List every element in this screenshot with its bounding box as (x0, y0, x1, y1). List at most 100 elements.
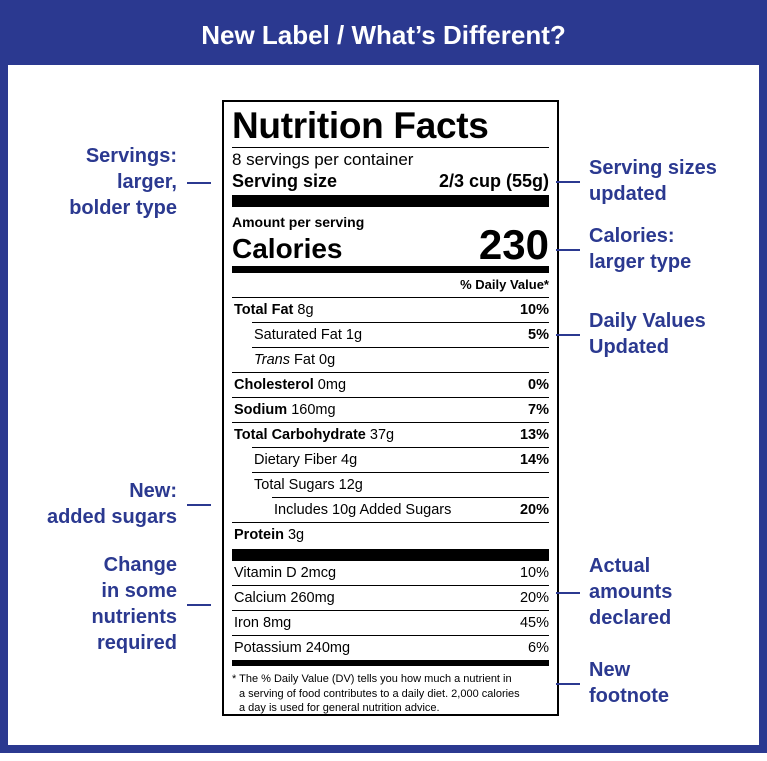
medium-bar (232, 660, 549, 666)
nutrient-name: Protein (234, 527, 284, 543)
footnote-line: a day is used for general nutrition advi… (239, 702, 440, 714)
annotation-line: amounts (589, 581, 673, 603)
nutrient-amount: 37g (369, 427, 395, 443)
label-title: Nutrition Facts (232, 105, 549, 148)
nutrient-prefix: Trans (254, 352, 290, 368)
nutrient-name-group: Total Sugars 12g (252, 473, 363, 497)
nutrient-row: Total Fat 8g 10% (232, 297, 549, 322)
annotation: Actual amounts declared (589, 553, 672, 631)
annotation-line: nutrients (91, 606, 177, 628)
annotation: Change in some nutrients required (91, 552, 177, 656)
annotation-line: larger type (589, 251, 692, 273)
vitamin-name: Potassium 240mg (234, 640, 351, 656)
annotation-line: Servings: (85, 145, 177, 167)
annotation: Calories: larger type (589, 223, 691, 275)
annotation-line: Daily Values (589, 310, 706, 332)
nutrient-dv: 5% (528, 327, 549, 343)
annotation-dash (556, 181, 580, 183)
nutrient-row: Cholesterol 0mg 0% (232, 372, 549, 397)
annotation-line: required (96, 632, 177, 654)
serving-size-row: Serving size 2/3 cup (55g) (232, 170, 549, 192)
annotation-line: New (589, 659, 631, 681)
nutrient-name-group: Dietary Fiber 4g (252, 448, 357, 472)
annotation: New footnote (589, 657, 669, 709)
vitamin-dv: 6% (528, 640, 549, 656)
nutrient-name-group: Sodium 160mg (232, 398, 336, 422)
annotation-dash (187, 504, 211, 506)
vitamin-row: Vitamin D 2mcg 10% (232, 561, 549, 585)
nutrient-name: Total Sugars 12g (254, 477, 363, 493)
calories-row: Calories 230 (232, 224, 549, 266)
annotation: New: added sugars (47, 478, 177, 530)
vitamin-row: Potassium 240mg 6% (232, 635, 549, 660)
nutrient-name: Sodium (234, 402, 288, 418)
annotation-line: footnote (589, 685, 669, 707)
vitamins: Vitamin D 2mcg 10% Calcium 260mg 20% Iron 8m… (232, 561, 549, 660)
nutrient-name-group: Cholesterol 0mg (232, 373, 346, 397)
annotation-line: bolder type (69, 197, 177, 219)
annotation-line: Calories: (589, 225, 675, 247)
nutrient-dv: 20% (519, 502, 549, 518)
annotation-line: declared (589, 607, 672, 629)
serving-size-label: Serving size (232, 171, 338, 191)
nutrient-name-group: Total Carbohydrate 37g (232, 423, 394, 447)
nutrient-name: Total Fat (234, 302, 294, 318)
nutrient-row: Protein 3g (232, 522, 549, 547)
annotation-line: updated (589, 183, 667, 205)
header-title: New Label / What’s Different? (0, 0, 767, 65)
nutrient-name: Fat 0g (294, 352, 336, 368)
nutrient-name-group: Protein 3g (232, 523, 304, 547)
nutrient-name: Total Carbohydrate (234, 427, 366, 443)
amount-per-serving: Amount per serving (232, 214, 365, 230)
nutrient-dv: 13% (519, 427, 549, 443)
thick-bar (232, 195, 549, 207)
vitamin-name: Vitamin D 2mcg (234, 565, 337, 581)
footnote-line: * The % Daily Value (DV) tells you how m… (232, 673, 512, 685)
medium-bar (232, 266, 549, 273)
nutrient-amount: 160mg (291, 402, 336, 418)
vitamin-row: Calcium 260mg 20% (232, 585, 549, 610)
annotation-line: Actual (589, 555, 651, 577)
nutrient-dv: 7% (528, 402, 549, 418)
annotation-dash (556, 683, 580, 685)
nutrient-name-group: Saturated Fat 1g (252, 323, 362, 347)
nutrient-row: Saturated Fat 1g 5% (252, 322, 549, 347)
nutrient-name: Saturated Fat 1g (254, 327, 363, 343)
annotation-line: added sugars (46, 506, 177, 528)
nutrient-name: Dietary Fiber 4g (254, 452, 358, 468)
nutrient-dv: 0% (528, 377, 549, 393)
vitamin-name: Iron 8mg (234, 615, 292, 631)
annotation: Serving sizes updated (589, 155, 717, 207)
calories-label: Calories (232, 233, 343, 264)
nutrients: Total Fat 8g 10% Saturated Fat 1g 5% Trans F… (232, 297, 549, 547)
vitamin-dv: 10% (519, 565, 549, 581)
nutrient-row: Total Carbohydrate 37g 13% (232, 422, 549, 447)
annotation: Daily Values Updated (589, 308, 706, 360)
vitamin-row: Iron 8mg 45% (232, 610, 549, 635)
thick-bar (232, 549, 549, 561)
annotation-line: Serving sizes (589, 157, 717, 179)
annotation-line: in some (101, 580, 177, 602)
calories-value: 230 (478, 221, 549, 268)
annotation-dash (187, 182, 211, 184)
annotation-line: Updated (589, 336, 669, 358)
serving-size-value: 2/3 cup (55g) (438, 171, 549, 191)
footnote: * The % Daily Value (DV) tells you how m… (232, 672, 549, 716)
vitamin-name: Calcium 260mg (234, 590, 335, 606)
annotation-dash (556, 592, 580, 594)
annotation-line: Change (103, 554, 177, 576)
annotation-dash (556, 249, 580, 251)
nutrient-name-group: Trans Fat 0g (252, 348, 335, 372)
nutrient-row: Dietary Fiber 4g 14% (252, 447, 549, 472)
annotation-dash (556, 334, 580, 336)
nutrition-label: Nutrition Facts 8 servings per container… (222, 100, 559, 716)
dv-header: % Daily Value* (460, 277, 549, 292)
nutrient-name-group: Includes 10g Added Sugars (272, 498, 451, 522)
footnote-line: a serving of food contributes to a daily… (239, 687, 520, 700)
nutrient-row: Total Sugars 12g (252, 472, 549, 497)
nutrient-row: Includes 10g Added Sugars 20% (272, 497, 549, 522)
nutrient-dv: 10% (519, 302, 549, 318)
nutrient-name-group: Total Fat 8g (232, 298, 314, 322)
